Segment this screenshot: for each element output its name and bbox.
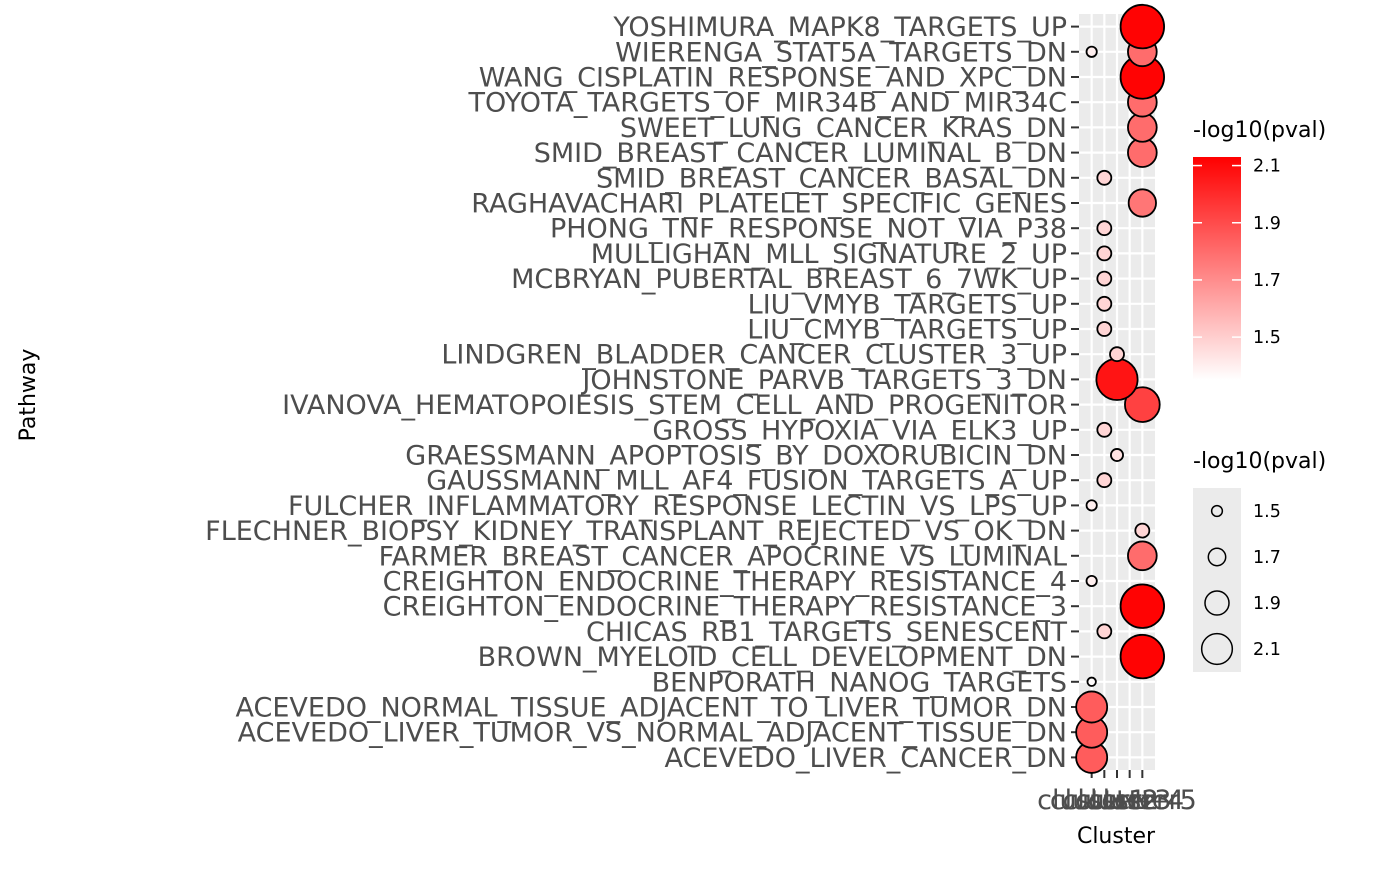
size-legend-key xyxy=(1200,632,1234,666)
y-tick-label: LIU_VMYB_TARGETS_UP xyxy=(748,289,1067,320)
y-tick-label: BENPORATH_NANOG_TARGETS xyxy=(652,667,1067,698)
data-point xyxy=(1096,169,1113,186)
y-tick-label: SMID_BREAST_CANCER_LUMINAL_B_DN xyxy=(534,138,1067,169)
y-tick-label: CHICAS_RB1_TARGETS_SENESCENT xyxy=(586,617,1067,648)
y-tick-label: GAUSSMANN_MLL_AF4_FUSION_TARGETS_A_UP xyxy=(426,466,1067,497)
data-point xyxy=(1134,522,1151,539)
y-tick-label: PHONG_TNF_RESPONSE_NOT_VIA_P38 xyxy=(550,214,1067,245)
color-legend-ticks: 1.5 1.7 1.9 2.1 xyxy=(1193,157,1281,348)
size-legend-title: -log10(pval) xyxy=(1193,449,1326,474)
size-legend-key-background xyxy=(1193,488,1241,672)
data-point xyxy=(1096,472,1113,489)
color-legend-title: -log10(pval) xyxy=(1193,118,1326,143)
y-tick-label: IVANOVA_HEMATOPOIESIS_STEM_CELL_AND_PROG… xyxy=(282,390,1067,421)
y-tick-label: ACEVEDO_LIVER_TUMOR_VS_NORMAL_ADJACENT_T… xyxy=(238,718,1067,749)
data-point xyxy=(1096,245,1113,262)
data-point xyxy=(1124,386,1161,423)
data-point xyxy=(1096,295,1113,312)
color-legend-label: 2.1 xyxy=(1253,157,1281,177)
size-legend-key xyxy=(1207,547,1227,567)
data-point xyxy=(1119,633,1166,680)
y-tick-label: SWEET_LUNG_CANCER_KRAS_DN xyxy=(620,113,1067,144)
data-point xyxy=(1110,448,1124,462)
data-point xyxy=(1096,421,1113,438)
y-axis: ACEVEDO_LIVER_CANCER_DNACEVEDO_LIVER_TUM… xyxy=(205,12,1079,774)
color-legend-label: 1.9 xyxy=(1253,214,1281,234)
x-tick-label: cluster3 xyxy=(1062,785,1171,816)
y-tick-label: FLECHNER_BIOPSY_KIDNEY_TRANSPLANT_REJECT… xyxy=(205,516,1067,547)
data-point xyxy=(1127,188,1157,218)
data-point xyxy=(1096,623,1113,640)
data-point xyxy=(1085,45,1098,58)
y-tick-label: SMID_BREAST_CANCER_BASAL_DN xyxy=(596,163,1067,194)
data-point xyxy=(1085,499,1098,512)
y-tick-label: WANG_CISPLATIN_RESPONSE_AND_XPC_DN xyxy=(479,63,1067,94)
y-tick-label: LINDGREN_BLADDER_CANCER_CLUSTER_3_UP xyxy=(441,340,1067,371)
data-point xyxy=(1096,270,1113,287)
y-tick-label: ACEVEDO_NORMAL_TISSUE_ADJACENT_TO_LIVER_… xyxy=(236,693,1068,724)
y-tick-label: MCBRYAN_PUBERTAL_BREAST_6_7WK_UP xyxy=(511,264,1067,295)
data-point xyxy=(1096,321,1113,337)
y-tick-label: LIU_CMYB_TARGETS_UP xyxy=(747,315,1067,346)
y-tick-label: TOYOTA_TARGETS_OF_MIR34B_AND_MIR34C xyxy=(467,88,1067,119)
size-legend-key xyxy=(1204,590,1230,616)
data-point xyxy=(1096,220,1113,237)
data-point xyxy=(1119,583,1166,629)
data-point xyxy=(1075,690,1109,724)
data-point xyxy=(1119,3,1166,50)
data-point xyxy=(1095,357,1139,401)
x-tick-label: cluster1 xyxy=(1037,785,1146,816)
x-axis-title: Cluster xyxy=(1077,824,1156,849)
y-tick-label: YOSHIMURA_MAPK8_TARGETS_UP xyxy=(612,12,1067,43)
y-tick-label: FULCHER_INFLAMMATORY_RESPONSE_LECTIN_VS_… xyxy=(288,491,1067,522)
data-points xyxy=(1075,3,1166,774)
size-legend-label: 2.1 xyxy=(1253,640,1281,660)
y-tick-label: WIERENGA_STAT5A_TARGETS_DN xyxy=(615,37,1067,68)
y-tick-label: GROSS_HYPOXIA_VIA_ELK3_UP xyxy=(652,415,1067,446)
x-tick-label: cluster2 xyxy=(1050,785,1159,816)
color-legend-label: 1.7 xyxy=(1253,271,1281,291)
y-tick-label: JOHNSTONE_PARVB_TARGETS_3_DN xyxy=(580,365,1067,396)
data-point xyxy=(1127,540,1158,572)
size-legend-label: 1.9 xyxy=(1253,594,1281,614)
y-tick-label: MULLIGHAN_MLL_SIGNATURE_2_UP xyxy=(591,239,1067,270)
y-tick-label: ACEVEDO_LIVER_CANCER_DN xyxy=(665,743,1067,774)
size-legend: -log10(pval) 1.5 1.7 1.9 2.1 xyxy=(1193,449,1326,672)
y-tick-label: FARMER_BREAST_CANCER_APOCRINE_VS_LUMINAL xyxy=(379,541,1067,572)
color-legend-label: 1.5 xyxy=(1253,328,1281,348)
size-legend-label: 1.5 xyxy=(1253,502,1281,522)
color-legend: -log10(pval) 1.5 1.7 1.9 2.1 xyxy=(1193,118,1326,380)
y-tick-label: GRAESSMANN_APOPTOSIS_BY_DOXORUBICIN_DN xyxy=(405,441,1067,472)
y-axis-title: Pathway xyxy=(16,349,41,442)
size-legend-keys: 1.5 1.7 1.9 2.1 xyxy=(1200,502,1281,666)
color-legend-bar xyxy=(1193,157,1241,380)
y-tick-label: BROWN_MYELOID_CELL_DEVELOPMENT_DN xyxy=(478,642,1067,673)
size-legend-key xyxy=(1210,504,1224,518)
y-tick-label: CREIGHTON_ENDOCRINE_THERAPY_RESISTANCE_4 xyxy=(383,567,1067,598)
data-point xyxy=(1086,676,1097,687)
data-point xyxy=(1085,574,1098,588)
x-tick-label: cluster5 xyxy=(1088,785,1197,816)
y-tick-label: RAGHAVACHARI_PLATELET_SPECIFIC_GENES xyxy=(471,189,1067,220)
data-point xyxy=(1109,346,1125,363)
x-tick-label: cluster4 xyxy=(1075,785,1184,816)
y-tick-label: CREIGHTON_ENDOCRINE_THERAPY_RESISTANCE_3 xyxy=(383,592,1067,623)
size-legend-label: 1.7 xyxy=(1253,548,1281,568)
